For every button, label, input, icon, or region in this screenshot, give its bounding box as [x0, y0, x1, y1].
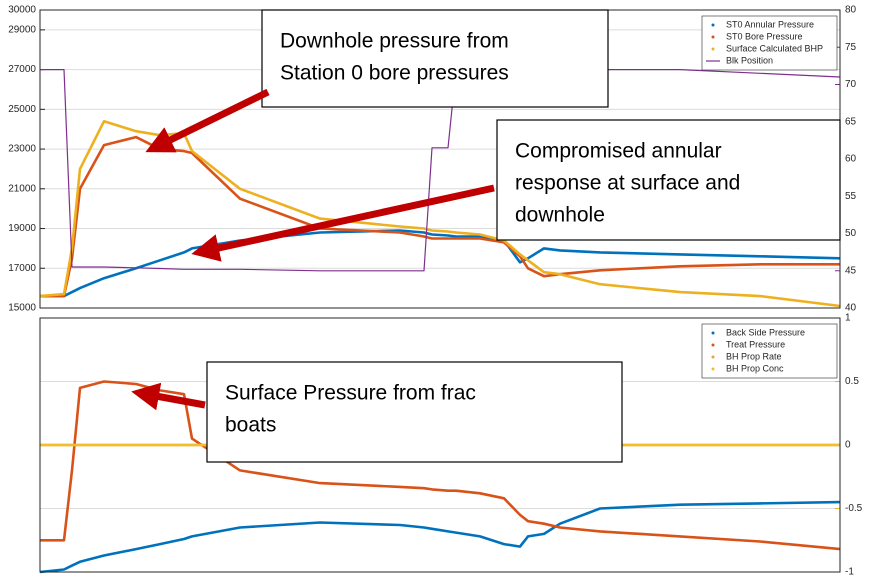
plot-frame [39, 317, 841, 573]
legend-label: ST0 Annular Pressure [726, 19, 814, 29]
series-line [40, 229, 841, 298]
annotation-text: downhole [515, 204, 605, 227]
y2-tick-label: 75 [845, 42, 857, 53]
legend-label: BH Prop Conc [726, 363, 784, 373]
y2-tick-label: 80 [845, 5, 857, 16]
y2-tick-label: 1 [845, 313, 851, 324]
legend: ST0 Annular Pressure ST0 Bore Pressure Sur… [701, 15, 838, 71]
annotation-arrow [131, 382, 206, 411]
series-line [39, 500, 841, 574]
legend-label: ST0 Bore Pressure [726, 31, 803, 41]
y2-tick-label: 60 [845, 154, 857, 165]
y2-tick-label: 0.5 [845, 376, 859, 387]
y-tick-label: 27000 [8, 64, 36, 75]
annotation: Downhole pressure from Station 0 bore pre… [261, 9, 609, 108]
annotation-text: response at surface and [515, 172, 740, 195]
y-tick-label: 30000 [8, 5, 36, 16]
legend-box [701, 15, 838, 71]
annotation: Compromised annular response at surface a… [496, 119, 841, 241]
annotation-text: Compromised annular [515, 140, 722, 163]
legend-swatch [711, 331, 715, 335]
y-tick-label: 23000 [8, 144, 36, 155]
y-tick-label: 29000 [8, 25, 36, 36]
y2-tick-label: -1 [845, 567, 854, 576]
annotation-text: Station 0 bore pressures [280, 62, 509, 85]
y2-tick-label: 70 [845, 79, 857, 90]
y-tick-label: 21000 [8, 183, 36, 194]
y2-tick-label: -0.5 [845, 503, 863, 514]
legend-box [701, 323, 838, 379]
y-tick-label: 25000 [8, 104, 36, 115]
legend-swatch [711, 367, 715, 371]
y-tick-label: 19000 [8, 223, 36, 234]
annotation-box [496, 119, 841, 241]
y2-tick-label: 40 [845, 303, 857, 314]
annotation-text: Surface Pressure from frac [225, 382, 476, 405]
legend-label: Treat Pressure [726, 339, 785, 349]
legend-label: Surface Calculated BHP [726, 43, 823, 53]
annotation-box [206, 361, 623, 463]
y-tick-label: 15000 [8, 303, 36, 314]
annotation-box [261, 9, 609, 108]
annotation-arrow [191, 184, 495, 262]
y2-tick-label: 45 [845, 265, 857, 276]
legend-swatch [711, 355, 715, 359]
y2-tick-label: 65 [845, 116, 857, 127]
y-tick-label: 17000 [8, 263, 36, 274]
legend: Back Side Pressure Treat Pressure BH Prop … [701, 323, 838, 379]
annotation-text: boats [225, 414, 276, 437]
legend-label: BH Prop Rate [726, 351, 782, 361]
series-line [40, 380, 841, 551]
annotation-arrow [145, 88, 270, 153]
y2-tick-label: 55 [845, 191, 857, 202]
legend-swatch [711, 23, 715, 27]
legend-label: Blk Position [726, 55, 773, 65]
y2-tick-label: 0 [845, 440, 851, 451]
legend-swatch [711, 35, 715, 39]
annotation-text: Downhole pressure from [280, 30, 509, 53]
series-line [39, 120, 841, 308]
legend-swatch [711, 47, 715, 51]
legend-label: Back Side Pressure [726, 327, 805, 337]
annotation: Surface Pressure from frac boats [206, 361, 623, 463]
legend-swatch [711, 343, 715, 347]
y2-tick-label: 50 [845, 228, 857, 239]
